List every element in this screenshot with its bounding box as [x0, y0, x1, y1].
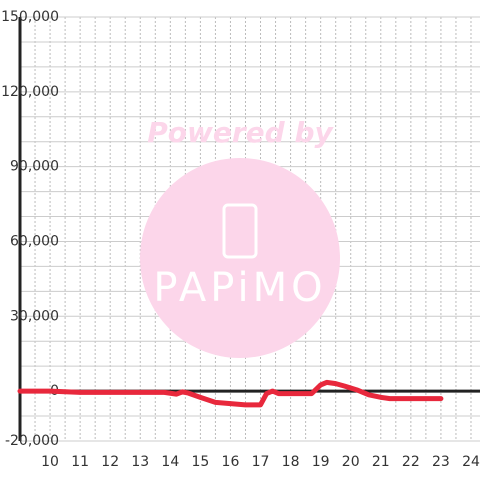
x-tick-label: 23 [432, 454, 450, 470]
watermark-group: Powered by PAPiMO [140, 116, 340, 358]
y-tick-label: 90,000 [10, 159, 59, 175]
y-tick-label: 60,000 [10, 233, 59, 249]
x-tick-label: 22 [402, 454, 420, 470]
x-tick-label: 24 [462, 454, 480, 470]
y-tick-label: 30,000 [10, 308, 59, 324]
y-tick-label: -20,000 [5, 433, 59, 449]
x-tick-label: 14 [161, 454, 179, 470]
x-tick-label: 16 [222, 454, 240, 470]
logo-phone [222, 203, 258, 259]
logo-text: PAPiMO [153, 265, 326, 311]
data-line [17, 379, 444, 408]
x-tick-label: 10 [41, 454, 59, 470]
x-tick-label: 11 [71, 454, 89, 470]
y-tick-label: 120,000 [1, 84, 59, 100]
y-tick-label: 150,000 [1, 9, 59, 25]
x-tick-label: 21 [372, 454, 390, 470]
watermark-text: Powered by [147, 116, 334, 149]
x-tick-label: 17 [252, 454, 270, 470]
x-tick-label: 13 [131, 454, 149, 470]
x-tick-label: 20 [342, 454, 360, 470]
x-tick-label: 15 [191, 454, 209, 470]
x-tick-label: 18 [282, 454, 300, 470]
x-tick-label: 12 [101, 454, 119, 470]
x-tick-label: 19 [312, 454, 330, 470]
